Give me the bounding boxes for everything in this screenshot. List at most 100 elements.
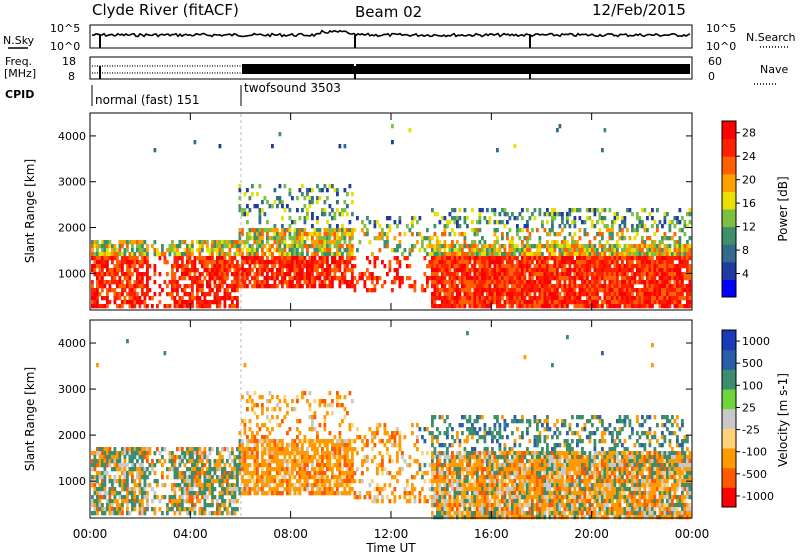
heatmap-cell: [96, 495, 99, 500]
heatmap-cell: [671, 256, 674, 261]
heatmap-cell: [98, 507, 102, 512]
heatmap-cell: [663, 212, 667, 217]
heatmap-cell: [91, 451, 94, 456]
heatmap-cell: [221, 284, 224, 289]
heatmap-cell: [453, 296, 457, 301]
heatmap-cell: [471, 296, 474, 301]
heatmap-cell: [561, 272, 564, 277]
heatmap-cell: [221, 240, 224, 245]
heatmap-cell: [166, 304, 169, 309]
heatmap-cell: [536, 252, 539, 257]
heatmap-cell: [586, 256, 589, 261]
heatmap-cell: [328, 212, 332, 217]
heatmap-cell: [243, 280, 247, 285]
heatmap-cell: [136, 260, 139, 265]
heatmap-cell: [471, 304, 474, 309]
heatmap-cell: [118, 507, 122, 512]
heatmap-cell: [216, 467, 219, 472]
heatmap-cell: [216, 511, 219, 516]
heatmap-cell: [341, 483, 344, 488]
heatmap-cell: [376, 483, 379, 488]
heatmap-cell: [141, 487, 144, 492]
heatmap-cell: [336, 224, 339, 229]
heatmap-cell: [223, 487, 227, 492]
heatmap-cell: [116, 304, 119, 309]
heatmap-cell: [448, 252, 452, 257]
heatmap-cell: [613, 288, 617, 293]
heatmap-cell: [181, 503, 184, 508]
heatmap-cell: [548, 292, 552, 297]
heatmap-cell: [348, 391, 352, 396]
heatmap-cell: [166, 272, 169, 277]
heatmap-cell: [123, 475, 127, 480]
heatmap-cell: [228, 240, 232, 245]
heatmap-cell: [266, 399, 269, 404]
heatmap-cell: [518, 252, 522, 257]
heatmap-cell: [498, 272, 502, 277]
heatmap-cell: [196, 459, 199, 464]
heatmap-cell: [433, 276, 437, 281]
heatmap-cell: [171, 288, 174, 293]
heatmap-cell: [201, 304, 204, 309]
heatmap-cell: [678, 260, 682, 265]
heatmap-cell: [473, 296, 477, 301]
heatmap-cell: [303, 276, 307, 281]
heatmap-cell: [181, 296, 184, 301]
heatmap-cell: [338, 439, 342, 444]
heatmap-cell: [526, 208, 529, 213]
heatmap-cell: [123, 467, 127, 472]
heatmap-cell: [453, 280, 457, 285]
heatmap-cell: [451, 228, 454, 233]
heatmap-cell: [551, 256, 554, 261]
heatmap-cell: [91, 483, 94, 488]
heatmap-cell: [146, 252, 149, 257]
heatmap-cell: [341, 236, 344, 241]
heatmap-cell: [201, 260, 204, 265]
heatmap-cell: [106, 248, 109, 253]
heatmap-cell: [233, 276, 237, 281]
heatmap-cell: [183, 479, 187, 484]
heatmap-cell: [606, 228, 609, 233]
heatmap-cell: [196, 284, 199, 289]
heatmap-cell: [611, 292, 614, 297]
heatmap-cell: [568, 272, 572, 277]
heatmap-cell: [601, 208, 604, 213]
heatmap-cell: [233, 296, 237, 301]
heatmap-cell: [513, 288, 517, 293]
heatmap-cell: [616, 284, 619, 289]
heatmap-cell: [276, 284, 279, 289]
heatmap-cell: [241, 419, 244, 424]
heatmap-cell: [253, 487, 257, 492]
heatmap-cell: [208, 491, 212, 496]
heatmap-cell: [121, 503, 124, 508]
heatmap-cell: [473, 292, 477, 297]
heatmap-cell: [638, 276, 642, 281]
heatmap-cell: [346, 447, 349, 452]
heatmap-cell: [268, 268, 272, 273]
heatmap-cell: [683, 244, 687, 249]
heatmap-cell: [178, 256, 182, 261]
heatmap-cell: [443, 268, 447, 273]
heatmap-cell: [116, 479, 119, 484]
heatmap-cell: [96, 304, 99, 309]
heatmap-cell: [446, 260, 449, 265]
heatmap-cell: [638, 224, 642, 229]
heatmap-cell: [531, 252, 534, 257]
heatmap-cell: [181, 491, 184, 496]
heatmap-cell: [376, 427, 379, 432]
heatmap-cell: [113, 268, 117, 273]
heatmap-cell: [133, 499, 137, 504]
heatmap-cell: [311, 224, 314, 229]
heatmap-cell: [108, 507, 112, 512]
heatmap-cell: [421, 244, 424, 249]
heatmap-cell: [521, 272, 524, 277]
heatmap-cell: [613, 292, 617, 297]
heatmap-cell: [318, 483, 322, 488]
heatmap-cell: [103, 272, 107, 277]
heatmap-cell: [171, 503, 174, 508]
heatmap-cell: [281, 419, 284, 424]
heatmap-cell: [336, 391, 339, 396]
heatmap-cell: [681, 216, 684, 221]
heatmap-cell: [246, 188, 249, 193]
heatmap-cell: [268, 228, 272, 233]
